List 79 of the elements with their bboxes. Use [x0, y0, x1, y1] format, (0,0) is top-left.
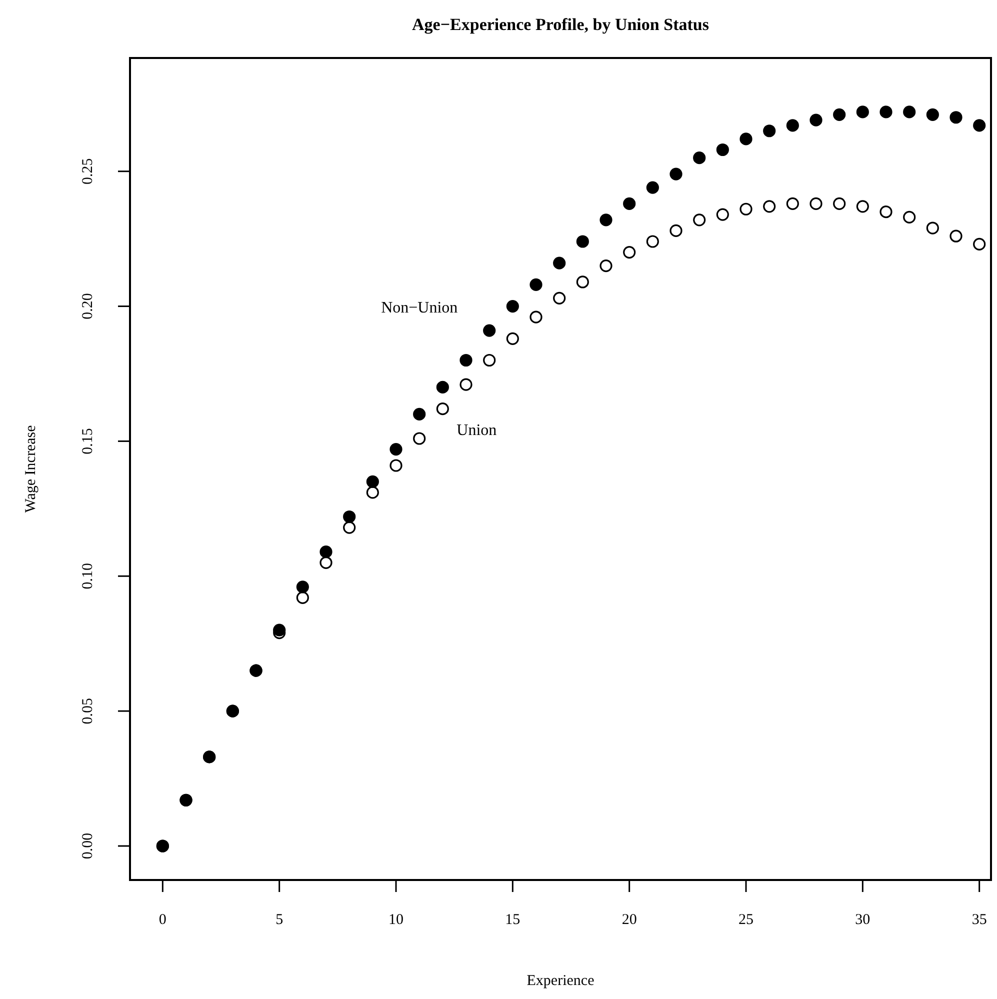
point	[413, 432, 426, 445]
point	[950, 230, 962, 242]
point	[926, 222, 939, 234]
point	[833, 108, 846, 121]
y-tick-label: 0.15	[80, 428, 96, 454]
point	[320, 546, 332, 558]
point	[530, 278, 542, 291]
y-tick-label: 0.00	[80, 832, 96, 860]
point	[343, 521, 356, 534]
x-tick-label: 15	[505, 912, 520, 928]
point	[460, 378, 472, 391]
x-tick-label: 10	[388, 912, 404, 928]
x-tick-label: 30	[855, 912, 870, 928]
point	[366, 486, 379, 499]
point	[833, 197, 846, 210]
point	[856, 106, 869, 118]
y-tick-label: 0.20	[80, 293, 96, 320]
point	[390, 443, 402, 456]
point	[646, 181, 659, 194]
point	[600, 259, 612, 272]
x-tick-label: 25	[738, 912, 754, 928]
y-tick-label: 0.05	[80, 698, 96, 724]
point	[740, 202, 752, 216]
point	[483, 324, 496, 337]
point	[623, 246, 636, 259]
point	[436, 402, 449, 416]
series-label: Union	[456, 422, 497, 439]
point	[670, 168, 682, 180]
point	[903, 106, 916, 118]
x-axis-title: Experience	[526, 973, 595, 989]
point	[716, 208, 729, 221]
point	[506, 300, 519, 313]
point	[320, 556, 332, 569]
point	[530, 310, 542, 324]
point	[763, 124, 776, 138]
y-tick-label: 0.25	[80, 158, 96, 184]
point	[693, 214, 706, 226]
point	[296, 580, 309, 594]
point	[786, 119, 799, 132]
point	[390, 459, 402, 472]
point	[483, 354, 496, 367]
point	[460, 354, 472, 367]
point	[786, 197, 799, 210]
series-label: Non−Union	[381, 299, 458, 316]
point	[973, 119, 986, 132]
point	[646, 235, 659, 248]
point	[506, 332, 519, 345]
point	[926, 108, 939, 121]
point	[366, 475, 379, 488]
point	[880, 206, 892, 218]
point	[343, 510, 356, 524]
point	[413, 408, 426, 421]
point	[810, 197, 822, 210]
x-tick-label: 0	[158, 912, 166, 928]
point	[553, 292, 566, 304]
point	[763, 200, 776, 213]
point	[716, 143, 729, 156]
point	[623, 197, 636, 210]
y-tick-label: 0.10	[80, 563, 96, 590]
chart-title: Age−Experience Profile, by Union Status	[412, 15, 710, 34]
point	[810, 114, 822, 126]
point	[553, 256, 566, 270]
point	[670, 224, 682, 238]
point	[973, 238, 986, 251]
point	[856, 200, 869, 213]
point	[600, 214, 612, 226]
y-axis-title: Wage Increase	[23, 424, 39, 513]
point	[576, 235, 589, 248]
x-tick-label: 35	[972, 912, 987, 928]
point	[740, 132, 752, 146]
point	[576, 276, 589, 288]
point	[436, 380, 449, 394]
point	[950, 111, 962, 124]
point	[903, 210, 916, 224]
point	[880, 106, 892, 118]
x-tick-label: 5	[276, 912, 284, 928]
x-tick-label: 20	[622, 912, 637, 928]
point	[296, 591, 309, 604]
point	[693, 152, 706, 164]
